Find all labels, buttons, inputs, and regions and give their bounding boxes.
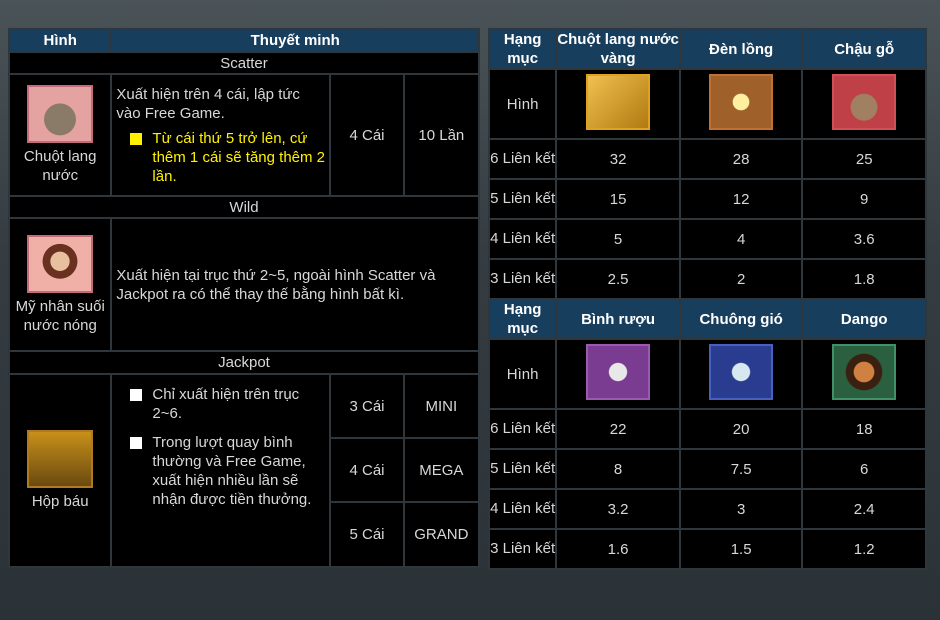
jackpot-count: 4 Cái (331, 439, 403, 501)
link-count-label: 5 Liên kết (490, 180, 556, 218)
jackpot-symbol-cell: Hộp báu (10, 375, 111, 566)
scatter-symbol-cell: Chuột lang nước (10, 75, 111, 195)
header-description: Thuyết minh (112, 30, 478, 51)
header-category: Hạng mục (490, 300, 556, 338)
symbol-image-cell (680, 340, 802, 408)
payout-value: 6 (803, 450, 925, 488)
section-jackpot: Jackpot (10, 352, 478, 373)
scatter-bonus-note: Từ cái thứ 5 trở lên, cứ thêm 1 cái sẽ t… (152, 129, 326, 185)
header-symbol: Dango (803, 300, 925, 338)
payout-value: 2.5 (557, 260, 679, 298)
payout-value: 20 (680, 410, 802, 448)
payout-value: 1.5 (680, 530, 802, 568)
header-category: Hạng mục (490, 30, 556, 68)
link-count-label: 3 Liên kết (490, 260, 556, 298)
payout-value: 9 (803, 180, 925, 218)
jackpot-symbol-name: Hộp báu (31, 493, 89, 510)
wild-description: Xuất hiện tại trục thứ 2~5, ngoài hình S… (112, 219, 478, 350)
payout-value: 25 (803, 140, 925, 178)
symbol-image-cell (557, 340, 679, 408)
scatter-description-cell: Xuất hiện trên 4 cái, lập tức vào Free G… (112, 75, 330, 195)
payout-value: 2.4 (803, 490, 925, 528)
jackpot-prize: GRAND (404, 503, 478, 566)
payout-value: 15 (557, 180, 679, 218)
paytable: Hạng mục Chuột lang nước vàng Đèn lồng Chậu… (488, 28, 927, 570)
payout-value: 1.2 (803, 530, 925, 568)
link-count-label: 4 Liên kết (490, 490, 556, 528)
payout-value: 18 (803, 410, 925, 448)
jackpot-prize: MINI (404, 375, 478, 437)
jackpot-count: 5 Cái (331, 503, 403, 566)
payout-value: 8 (557, 450, 679, 488)
link-count-label: 6 Liên kết (490, 410, 556, 448)
payout-value: 2 (680, 260, 802, 298)
scatter-reward: 10 Lần (404, 75, 478, 195)
image-row-label: Hình (490, 70, 556, 138)
payout-value: 4 (680, 220, 802, 258)
section-scatter: Scatter (10, 53, 478, 73)
symbol-image-cell (680, 70, 802, 138)
payout-value: 3.2 (557, 490, 679, 528)
link-count-label: 6 Liên kết (490, 140, 556, 178)
payout-value: 1.8 (803, 260, 925, 298)
symbol-image-cell (557, 70, 679, 138)
wind-chime-icon (709, 343, 774, 400)
payout-value: 3.6 (803, 220, 925, 258)
link-count-label: 4 Liên kết (490, 220, 556, 258)
payout-value: 22 (557, 410, 679, 448)
jackpot-count: 3 Cái (331, 375, 403, 437)
scatter-description: Xuất hiện trên 4 cái, lập tức vào Free G… (116, 85, 300, 122)
payout-value: 5 (557, 220, 679, 258)
payout-value: 1.6 (557, 530, 679, 568)
capybara-symbol-icon (27, 85, 94, 143)
bullet-square-icon (130, 132, 143, 145)
jackpot-prize: MEGA (404, 439, 478, 501)
jackpot-description-cell: Chỉ xuất hiện trên trục 2~6. Trong lượt … (112, 375, 330, 566)
jackpot-note-1: Chỉ xuất hiện trên trục 2~6. (152, 386, 300, 422)
payout-value: 3 (680, 490, 802, 528)
lantern-icon (709, 73, 774, 130)
header-symbol: Chậu gỗ (803, 30, 925, 68)
onsen-beauty-symbol-icon (27, 234, 94, 293)
bullet-square-icon (130, 437, 143, 449)
wild-symbol-name: Mỹ nhân suối nước nóng (15, 297, 105, 334)
payout-value: 32 (557, 140, 679, 178)
link-count-label: 5 Liên kết (490, 450, 556, 488)
scatter-count: 4 Cái (331, 75, 403, 195)
treasure-box-symbol-icon (27, 430, 94, 488)
link-count-label: 3 Liên kết (490, 530, 556, 568)
payout-value: 28 (680, 140, 802, 178)
payout-value: 12 (680, 180, 802, 218)
wooden-tub-icon (832, 73, 897, 130)
header-symbol: Đèn lồng (680, 30, 802, 68)
dango-icon (832, 343, 897, 400)
header-symbol: Bình rượu (557, 300, 679, 338)
symbol-image-cell (803, 70, 925, 138)
header-image: Hình (10, 30, 111, 51)
golden-capybara-icon (586, 73, 651, 130)
header-symbol: Chuột lang nước vàng (557, 30, 679, 68)
header-symbol: Chuông gió (680, 300, 802, 338)
jackpot-note-2: Trong lượt quay bình thường và Free Game… (152, 434, 312, 508)
image-row-label: Hình (490, 340, 556, 408)
sake-bottle-icon (586, 343, 651, 400)
special-symbols-table: Hình Thuyết minh Scatter Chuột lang nước… (8, 28, 480, 568)
symbol-image-cell (803, 340, 925, 408)
section-wild: Wild (10, 197, 478, 217)
payout-value: 7.5 (680, 450, 802, 488)
scatter-symbol-name: Chuột lang nước (23, 148, 97, 184)
wild-symbol-cell: Mỹ nhân suối nước nóng (10, 219, 111, 350)
bullet-square-icon (130, 389, 143, 401)
